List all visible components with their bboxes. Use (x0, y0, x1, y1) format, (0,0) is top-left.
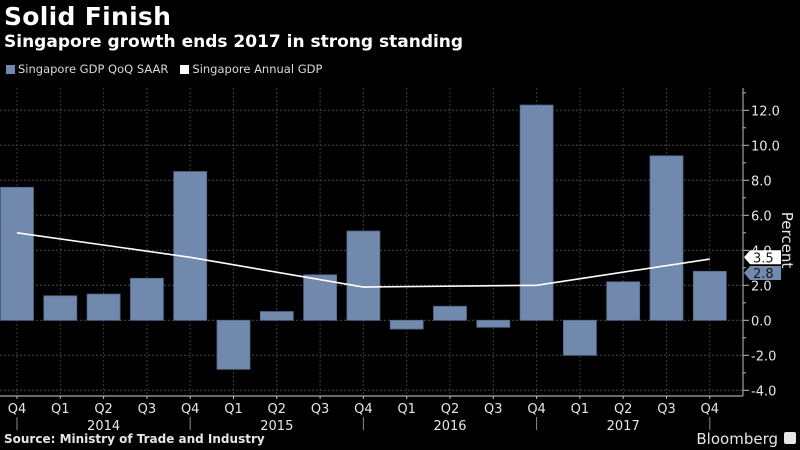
bar (433, 305, 467, 321)
bar (43, 295, 78, 321)
qoq-value-tag: 2.8 (744, 266, 781, 282)
y-axis-title: Percent (778, 212, 796, 269)
x-tick-label: Q3 (138, 402, 157, 417)
x-tick-label: Q2 (268, 402, 287, 417)
qoq-value-tag-shape (744, 266, 781, 281)
bar (476, 319, 511, 328)
y-tick-label: -4.0 (751, 384, 776, 399)
y-tick-label: -2.0 (751, 349, 776, 364)
x-tick-label: Q4 (8, 402, 27, 417)
y-tick-label: 0.0 (751, 314, 772, 329)
bar (86, 293, 121, 321)
bar (0, 186, 34, 321)
bar-series (0, 104, 727, 370)
source-note: Source: Ministry of Trade and Industry (4, 432, 265, 446)
bar (216, 319, 251, 370)
x-tick-label: Q1 (571, 402, 590, 417)
annual-gdp-value-tag-shape (744, 250, 781, 265)
legend-item-qoq[interactable]: Singapore GDP QoQ SAAR (6, 62, 168, 76)
chart-icon (784, 432, 796, 444)
value-tags: 3.52.8 (744, 250, 781, 282)
bar (692, 270, 727, 321)
chart-subtitle: Singapore growth ends 2017 in strong sta… (4, 32, 464, 52)
legend-item-annual[interactable]: Singapore Annual GDP (180, 62, 322, 76)
bar (389, 319, 424, 330)
x-tick-label: Q4 (527, 402, 546, 417)
y-tick-label: 12.0 (751, 104, 780, 119)
bar (563, 319, 597, 356)
bar (259, 311, 294, 321)
y-tick-label: 2.0 (751, 279, 772, 294)
chart-title: Solid Finish (4, 2, 172, 31)
y-tick-label: 6.0 (751, 209, 772, 224)
bar (519, 104, 554, 321)
legend: Singapore GDP QoQ SAAR Singapore Annual … (6, 62, 322, 76)
annual-gdp-line (16, 232, 710, 288)
x-tick-label: Q3 (484, 402, 503, 417)
bar (606, 281, 641, 321)
x-tick-label: Q2 (94, 402, 113, 417)
x-tick-label: Q2 (441, 402, 460, 417)
bar (649, 155, 684, 321)
y-tick-label: 10.0 (751, 139, 780, 154)
bar (173, 171, 208, 321)
x-tick-label: Q2 (614, 402, 633, 417)
bloomberg-logo: Bloomberg (696, 430, 778, 448)
x-tick-label: Q1 (224, 402, 243, 417)
line-series (16, 232, 710, 288)
annual-gdp-value-tag: 3.5 (744, 250, 781, 266)
x-tick-label: Q4 (701, 402, 720, 417)
x-tick-label: Q1 (397, 402, 416, 417)
x-tick-label: Q1 (51, 402, 70, 417)
year-label: 2014 (87, 419, 120, 434)
x-tick-label: Q3 (311, 402, 330, 417)
annual-gdp-value-tag-text: 3.5 (753, 251, 774, 266)
bar (303, 274, 338, 321)
legend-label-annual: Singapore Annual GDP (192, 62, 323, 76)
y-tick-label: 8.0 (751, 174, 772, 189)
legend-swatch-qoq (6, 64, 15, 74)
bar (129, 277, 164, 321)
axes: 12.010.08.06.04.02.00.0-2.0-4.0PercentQ4… (0, 88, 796, 434)
bar (346, 230, 381, 321)
x-tick-label: Q3 (657, 402, 676, 417)
year-label: 2017 (607, 419, 640, 434)
legend-swatch-annual (180, 64, 190, 74)
x-tick-label: Q4 (354, 402, 373, 417)
year-label: 2015 (260, 419, 293, 434)
legend-label-qoq: Singapore GDP QoQ SAAR (18, 62, 169, 76)
qoq-value-tag-text: 2.8 (753, 267, 774, 282)
x-tick-label: Q4 (181, 402, 200, 417)
year-label: 2016 (433, 419, 466, 434)
